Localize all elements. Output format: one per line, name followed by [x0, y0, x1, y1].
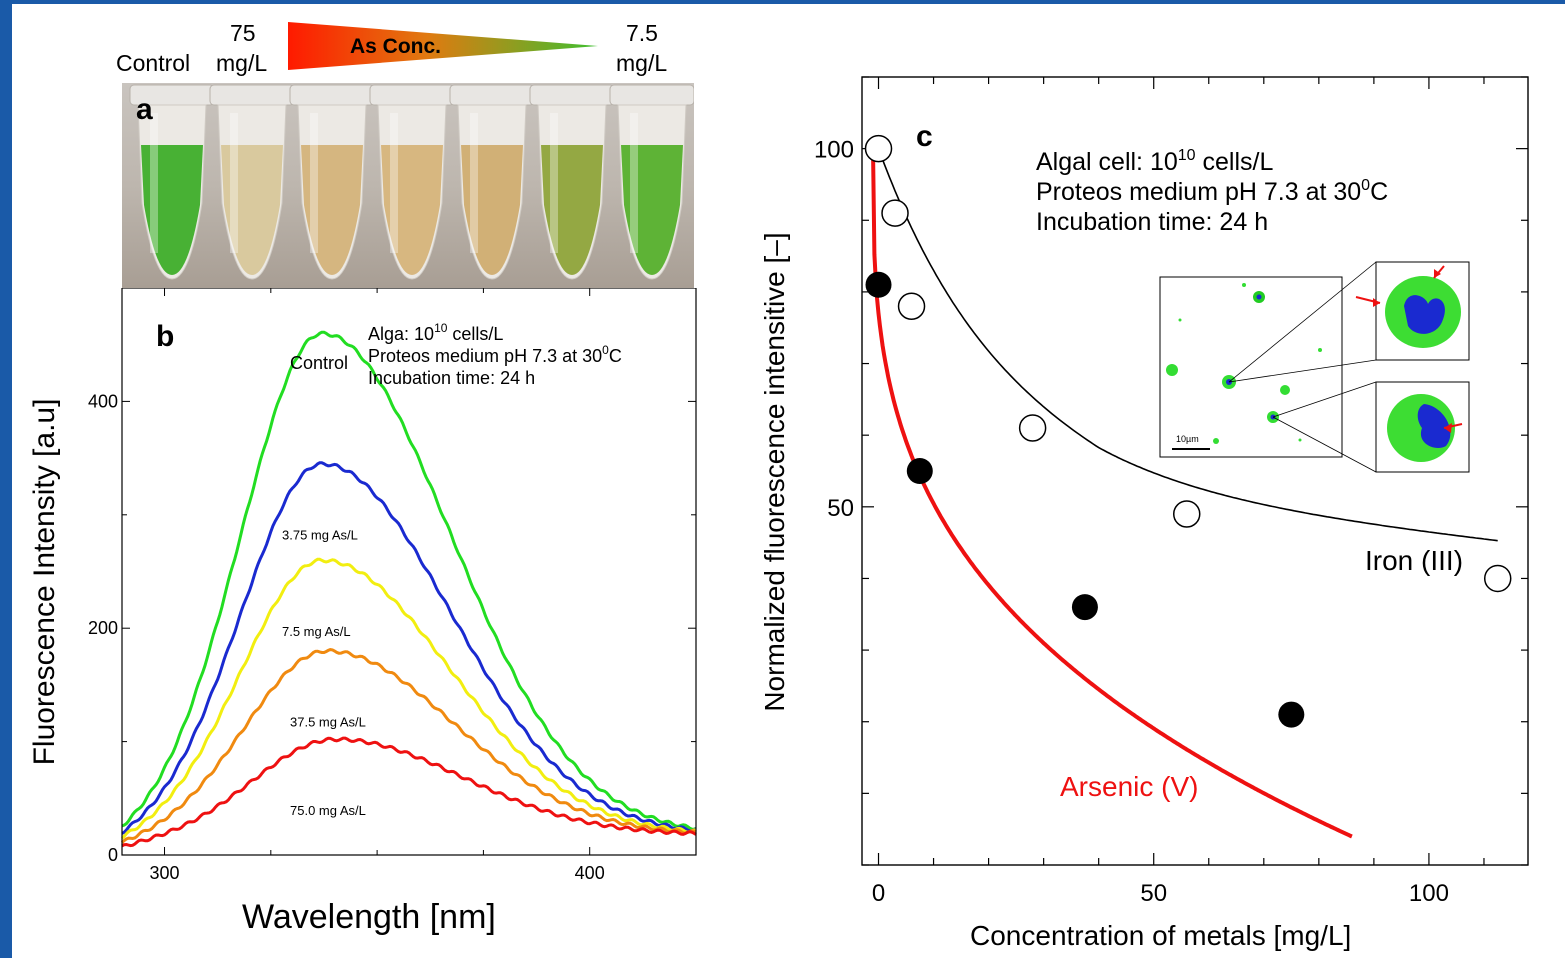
panel-b-letter: b	[156, 320, 174, 353]
tube	[129, 84, 215, 280]
series-line	[121, 330, 697, 831]
arsenic-point	[906, 458, 933, 484]
chart-b-ylabel: Fluorescence Intensity [a.u]	[28, 399, 61, 766]
chart-c-points	[864, 134, 1512, 728]
iron-point	[1483, 564, 1512, 593]
x-tick-label: 400	[575, 863, 605, 883]
series-label-iron: Iron (III)	[1365, 545, 1463, 576]
chart-c-frame	[861, 76, 1529, 866]
chart-c: 50 100 0 50 100 c Algal cell: 1010 cells/L P…	[759, 76, 1529, 951]
iron-point	[1018, 414, 1047, 442]
chart-c-annotation-line2: Proteos medium pH 7.3 at 300C	[1036, 177, 1388, 206]
y-tick-label: 50	[827, 495, 854, 522]
tube	[609, 84, 694, 280]
y-tick-label: 400	[88, 391, 118, 411]
label-7-5-unit: mg/L	[616, 50, 668, 76]
panel-a-header: Control 75 mg/L 7.5 mg/L As Conc.	[100, 12, 700, 82]
iron-point	[897, 292, 926, 320]
chart-b-annotation-line1: Alga: 1010 cells/L	[368, 321, 503, 344]
series-label: 3.75 mg As/L	[282, 527, 358, 542]
iron-point	[1172, 500, 1201, 528]
label-75-num: 75	[230, 20, 256, 46]
series-line	[120, 648, 697, 844]
series-label: 75.0 mg As/L	[290, 803, 366, 818]
arsenic-point	[1071, 594, 1098, 621]
chart-b-series	[120, 330, 697, 848]
concentration-gradient: As Conc.	[288, 22, 598, 70]
series-line	[120, 557, 697, 840]
chart-c-axes: 50 100 0 50 100	[814, 76, 1528, 907]
chart-c-fits	[871, 148, 1498, 839]
chart-c-annotation-line3: Incubation time: 24 h	[1036, 208, 1268, 236]
chart-c-xlabel: Concentration of metals [mg/L]	[970, 920, 1351, 951]
tube-photo: a	[122, 83, 694, 288]
tube	[209, 84, 295, 280]
arsenic-fit-line	[871, 148, 1353, 839]
chart-b: 0 200 400 300 400 b Alga: 1010 cells/L Prote…	[28, 288, 697, 936]
y-tick-label: 0	[108, 845, 118, 865]
iron-point	[864, 134, 893, 163]
chart-b-annotation-line3: Incubation time: 24 h	[368, 368, 535, 388]
label-control: Control	[116, 50, 191, 76]
chart-c-ylabel: Normalized fluorescence intensitive [–]	[759, 232, 790, 711]
gradient-label: As Conc.	[350, 35, 441, 58]
chart-b-frame	[121, 288, 697, 856]
tube	[289, 84, 375, 280]
y-tick-label: 100	[814, 137, 854, 164]
label-75-unit: mg/L	[216, 50, 268, 76]
arsenic-point	[865, 271, 892, 298]
series-line	[121, 736, 697, 848]
iron-fit-line	[877, 148, 1498, 542]
tube	[529, 84, 615, 280]
inset-micrograph: 10µm	[1159, 261, 1470, 473]
y-tick-label: 200	[88, 618, 118, 638]
chart-b-series-labels: Control 3.75 mg As/L 7.5 mg As/L 37.5 mg As…	[282, 353, 366, 818]
series-label: 37.5 mg As/L	[290, 715, 366, 730]
x-tick-label: 0	[872, 880, 885, 907]
x-tick-label: 300	[149, 863, 179, 883]
inset-scale-label: 10µm	[1176, 434, 1199, 444]
label-7-5-num: 7.5	[626, 20, 658, 46]
series-line	[121, 461, 697, 835]
tube	[369, 84, 455, 280]
arsenic-point	[1278, 701, 1305, 728]
chart-c-annotation-line1: Algal cell: 1010 cells/L	[1036, 147, 1273, 176]
x-tick-label: 50	[1140, 880, 1167, 907]
iron-point	[881, 199, 909, 227]
chart-b-annotation-line2: Proteos medium pH 7.3 at 300C	[368, 343, 622, 366]
series-label: Control	[290, 353, 348, 373]
panel-c-letter: c	[916, 120, 933, 153]
panel-a-letter: a	[136, 93, 153, 126]
series-label: 7.5 mg As/L	[282, 624, 351, 639]
x-tick-label: 100	[1409, 880, 1449, 907]
chart-b-axes: 0 200 400 300 400	[88, 288, 696, 883]
series-label-arsenic: Arsenic (V)	[1060, 771, 1198, 802]
chart-b-xlabel: Wavelength [nm]	[242, 898, 496, 936]
